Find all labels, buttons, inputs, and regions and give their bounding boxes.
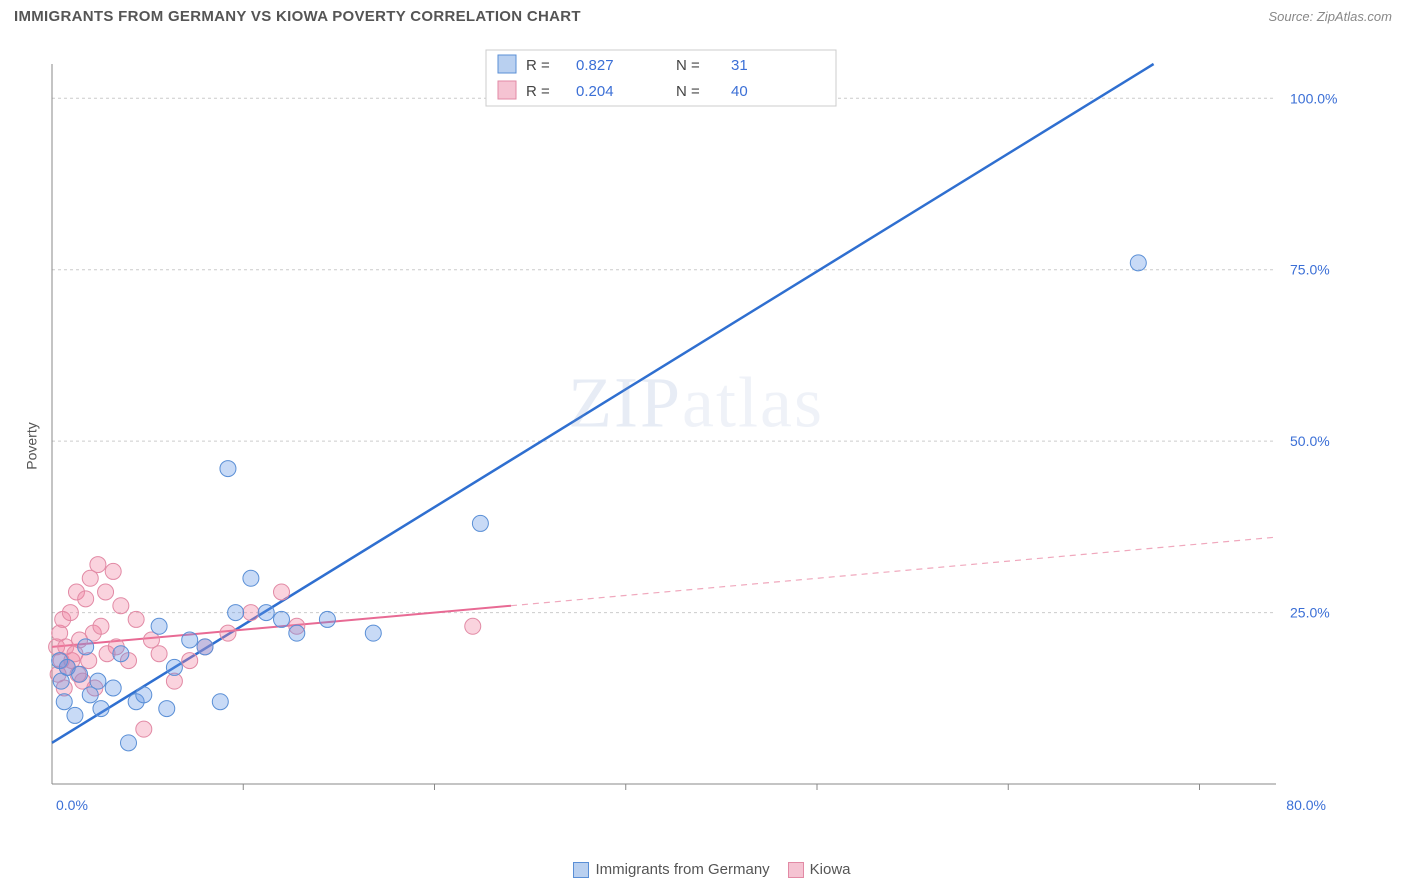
data-point — [93, 701, 109, 717]
y-tick-label: 100.0% — [1290, 90, 1337, 106]
legend-n-value: 40 — [731, 83, 748, 100]
trend-line-ext — [511, 537, 1276, 606]
data-point — [365, 625, 381, 641]
data-point — [258, 605, 274, 621]
data-point — [113, 598, 129, 614]
y-tick-label: 50.0% — [1290, 433, 1330, 449]
legend-series-label: Kiowa — [810, 861, 851, 878]
data-point — [243, 570, 259, 586]
data-point — [90, 557, 106, 573]
data-point — [182, 632, 198, 648]
y-tick-label: 25.0% — [1290, 605, 1330, 621]
data-point — [220, 625, 236, 641]
x-tick-label: 80.0% — [1286, 797, 1326, 813]
data-point — [81, 653, 97, 669]
data-point — [93, 618, 109, 634]
x-tick-label: 0.0% — [56, 797, 88, 813]
legend-n-label: N = — [676, 83, 700, 100]
data-point — [136, 687, 152, 703]
legend-r-label: R = — [526, 57, 550, 74]
data-point — [121, 735, 137, 751]
data-point — [151, 618, 167, 634]
legend-r-value: 0.827 — [576, 57, 614, 74]
legend-series-label: Immigrants from Germany — [595, 861, 769, 878]
data-point — [151, 646, 167, 662]
scatter-plot-svg: 25.0% 50.0% 75.0% 100.0% 0.0% 80.0% R = 0.827 N … — [46, 44, 1346, 824]
data-point — [113, 646, 129, 662]
chart-header: IMMIGRANTS FROM GERMANY VS KIOWA POVERTY… — [0, 0, 1406, 31]
legend-swatch — [498, 55, 516, 73]
data-point — [105, 563, 121, 579]
data-point — [274, 611, 290, 627]
data-point — [228, 605, 244, 621]
data-point — [128, 611, 144, 627]
legend-n-value: 31 — [731, 57, 748, 74]
chart-plot-area: 25.0% 50.0% 75.0% 100.0% 0.0% 80.0% R = 0.827 N … — [46, 44, 1346, 824]
bottom-legend: Immigrants from Germany Kiowa — [0, 861, 1406, 878]
data-point — [289, 625, 305, 641]
y-tick-label: 75.0% — [1290, 262, 1330, 278]
data-point — [78, 639, 94, 655]
trend-line — [52, 64, 1154, 743]
data-point — [159, 701, 175, 717]
data-point — [90, 673, 106, 689]
data-point — [72, 666, 88, 682]
legend-swatch — [498, 81, 516, 99]
data-point — [243, 605, 259, 621]
data-point — [105, 680, 121, 696]
data-point — [465, 618, 481, 634]
data-point — [136, 721, 152, 737]
legend-r-label: R = — [526, 83, 550, 100]
data-point — [319, 611, 335, 627]
legend-swatch — [788, 862, 804, 878]
y-axis-label: Poverty — [24, 422, 40, 469]
data-point — [67, 707, 83, 723]
data-point — [274, 584, 290, 600]
data-point — [472, 515, 488, 531]
legend-swatch — [573, 862, 589, 878]
data-point — [212, 694, 228, 710]
data-point — [78, 591, 94, 607]
data-point — [197, 639, 213, 655]
legend-r-value: 0.204 — [576, 83, 614, 100]
data-point — [182, 653, 198, 669]
chart-source: Source: ZipAtlas.com — [1268, 9, 1392, 24]
legend-n-label: N = — [676, 57, 700, 74]
data-point — [220, 461, 236, 477]
data-point — [56, 694, 72, 710]
chart-title: IMMIGRANTS FROM GERMANY VS KIOWA POVERTY… — [14, 8, 581, 25]
data-point — [62, 605, 78, 621]
data-point — [166, 659, 182, 675]
data-point — [98, 584, 114, 600]
data-point — [1130, 255, 1146, 271]
